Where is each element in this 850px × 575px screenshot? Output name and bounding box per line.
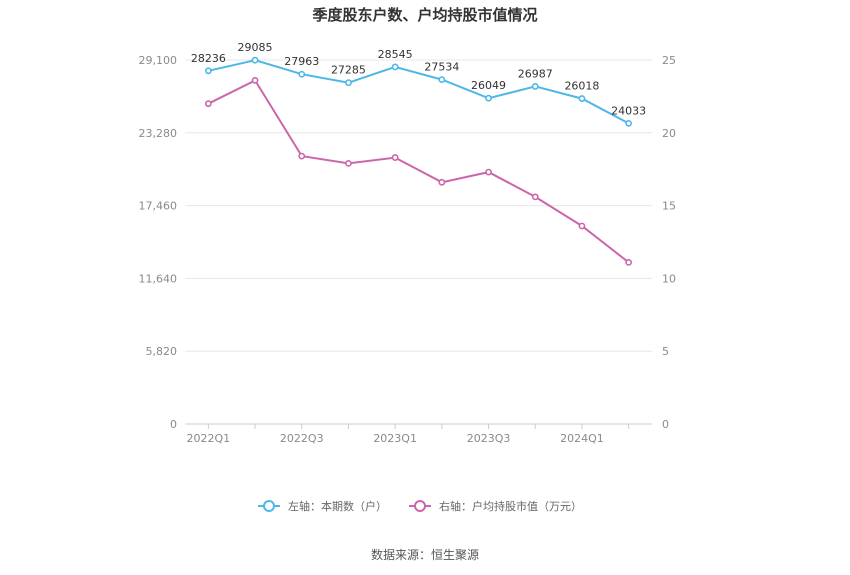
legend-label: 右轴：户均持股市值（万元） <box>439 499 582 513</box>
legend-item-right[interactable]: 右轴：户均持股市值（万元） <box>409 499 582 513</box>
legend[interactable]: 左轴：本期数（户） 右轴：户均持股市值（万元） <box>258 499 582 513</box>
chart-title: 季度股东户数、户均持股市值情况 <box>312 6 537 24</box>
data-label: 29085 <box>238 41 273 54</box>
data-label: 27285 <box>331 64 366 77</box>
data-point-right[interactable] <box>578 222 586 230</box>
left-tick-label: 29,100 <box>139 54 178 67</box>
x-tick-label: 2023Q1 <box>373 432 417 445</box>
left-tick-label: 17,460 <box>139 200 178 213</box>
left-tick-label: 5,820 <box>146 345 178 358</box>
legend-marker <box>414 500 426 512</box>
data-point-left[interactable] <box>391 63 399 71</box>
data-point-left[interactable] <box>298 70 306 78</box>
right-tick-label: 5 <box>662 345 669 358</box>
right-tick-label: 0 <box>662 418 669 431</box>
data-label: 24033 <box>611 104 646 117</box>
legend-label: 左轴：本期数（户） <box>288 499 387 513</box>
data-source: 数据来源：恒生聚源 <box>371 547 479 562</box>
series-line-right <box>207 79 630 264</box>
data-point-left[interactable] <box>485 94 492 102</box>
data-label: 27963 <box>284 55 319 68</box>
right-tick-label: 25 <box>662 54 676 67</box>
data-label: 27534 <box>424 61 459 74</box>
data-point-right[interactable] <box>251 76 259 84</box>
data-label: 26018 <box>564 80 599 93</box>
data-point-left[interactable] <box>438 76 446 83</box>
data-point-right[interactable] <box>531 193 539 201</box>
x-tick-label: 2024Q1 <box>560 432 604 445</box>
x-tick-label: 2022Q3 <box>280 432 324 445</box>
left-tick-label: 23,280 <box>139 127 178 140</box>
data-point-left[interactable] <box>345 79 352 87</box>
series-layer: 28236 29085 27963 27285 28545 27534 26049 26987… <box>191 41 646 266</box>
axes: 0 5,820 11,640 17,460 23,280 29,100 0 5 10 15 20 25… <box>139 54 677 445</box>
data-point-left[interactable] <box>625 119 633 127</box>
right-tick-label: 20 <box>662 127 676 140</box>
data-label: 28545 <box>378 48 413 61</box>
data-point-right[interactable] <box>391 154 399 161</box>
data-point-left[interactable] <box>204 67 212 75</box>
left-tick-label: 11,640 <box>139 272 178 285</box>
left-tick-label: 0 <box>170 418 177 431</box>
legend-marker <box>263 500 275 512</box>
data-label: 26049 <box>471 79 506 92</box>
grid <box>185 59 652 425</box>
data-point-left[interactable] <box>531 83 539 90</box>
x-tick-label: 2023Q3 <box>467 432 511 445</box>
data-label: 26987 <box>518 67 553 80</box>
series-line-left <box>208 59 630 125</box>
data-point-right[interactable] <box>438 178 446 186</box>
right-tick-label: 10 <box>662 272 676 285</box>
data-point-right[interactable] <box>625 258 633 266</box>
data-point-right[interactable] <box>298 152 306 160</box>
legend-item-left[interactable]: 左轴：本期数（户） <box>258 499 387 513</box>
x-tick-label: 2022Q1 <box>187 432 231 445</box>
data-point-right[interactable] <box>204 100 212 108</box>
data-point-right[interactable] <box>345 159 352 167</box>
data-point-left[interactable] <box>578 95 586 102</box>
data-point-right[interactable] <box>485 168 492 176</box>
data-point-left[interactable] <box>251 56 259 64</box>
right-tick-label: 15 <box>662 200 676 213</box>
data-label: 28236 <box>191 52 226 65</box>
